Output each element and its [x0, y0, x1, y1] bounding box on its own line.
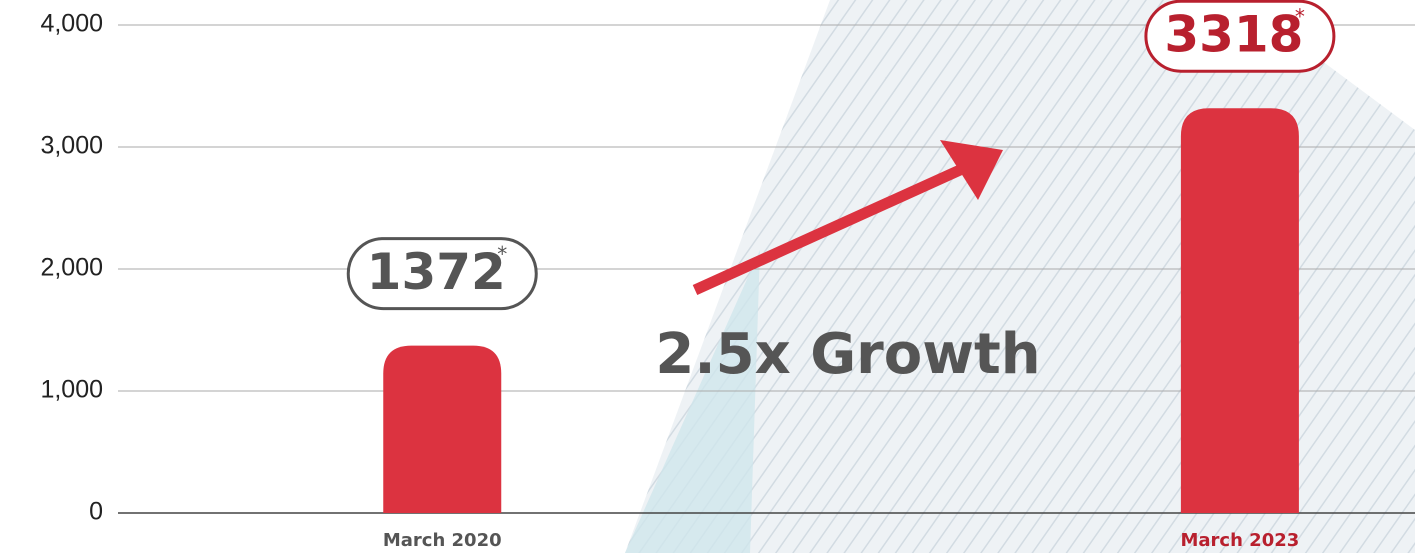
background-image — [625, 250, 760, 553]
bar — [1180, 108, 1299, 513]
x-tick-label: March 2023 — [1181, 530, 1300, 551]
y-tick-label: 4,000 — [40, 10, 103, 38]
value-label: 3318 — [1164, 6, 1303, 64]
value-label-box — [346, 237, 538, 311]
y-tick-label: 3,000 — [40, 132, 103, 160]
footnote-marker: * — [497, 242, 507, 266]
y-tick-label: 2,000 — [40, 254, 103, 282]
annotation: 2.5x Growth — [655, 322, 1040, 387]
value-label: 1372 — [367, 243, 506, 301]
growth-arrow — [692, 164, 963, 296]
y-tick-label: 1,000 — [40, 376, 103, 404]
footnote-marker: * — [1295, 5, 1305, 29]
bar — [383, 345, 502, 513]
value-label-box — [1144, 0, 1336, 73]
x-tick-label: March 2020 — [383, 530, 502, 551]
y-tick-label: 0 — [89, 498, 103, 526]
growth-arrow-head — [940, 140, 1003, 200]
